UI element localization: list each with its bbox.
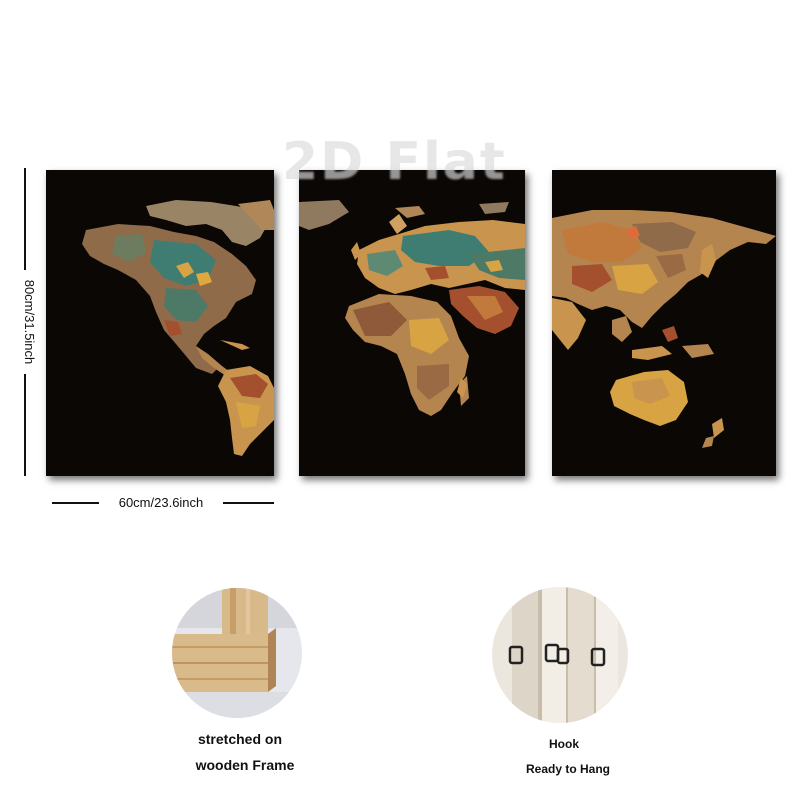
hook-image [492,587,628,723]
hook-caption-line2: Ready to Hang [525,762,610,776]
world-map-right-part [552,210,776,448]
wooden-frame-caption-line1: stretched on [197,731,282,747]
hook-caption-line1: Hook [549,737,579,751]
world-map-center-part [299,200,525,416]
wooden-frame-image [172,588,302,718]
canvas-panel-right [552,170,776,476]
canvas-panel-left [46,170,274,476]
width-dimension-label: 60cm/23.6inch [99,494,223,512]
wooden-frame-caption-line2: wooden Frame [195,757,295,773]
world-map-left-part [82,200,274,456]
height-dimension-label: 80cm/31.5inch [20,270,38,374]
canvas-panel-center [299,170,525,476]
